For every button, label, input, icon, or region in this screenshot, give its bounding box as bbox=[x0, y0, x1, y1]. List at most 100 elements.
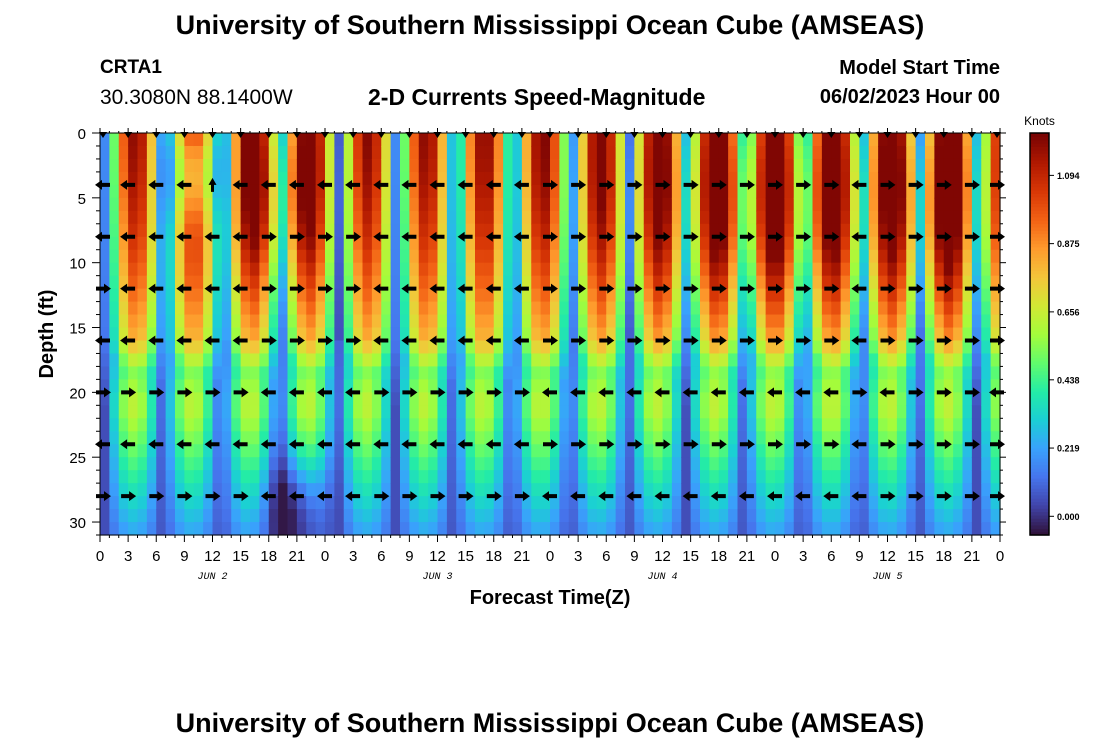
heatmap-cell bbox=[540, 301, 551, 316]
heatmap-cell bbox=[540, 249, 551, 264]
heatmap-cell bbox=[962, 275, 973, 290]
heatmap-cell bbox=[728, 509, 739, 523]
current-arrow bbox=[571, 283, 587, 294]
heatmap-cell bbox=[437, 340, 448, 355]
current-arrow bbox=[571, 179, 587, 190]
heatmap-cell bbox=[943, 457, 954, 471]
heatmap-cell bbox=[906, 184, 917, 199]
colorbar-segment bbox=[1030, 313, 1049, 318]
heatmap-cell bbox=[878, 275, 889, 290]
heatmap-cell bbox=[503, 496, 514, 510]
heatmap-cell bbox=[531, 444, 542, 458]
arrow-glyph bbox=[880, 179, 896, 190]
heatmap-cell bbox=[296, 275, 307, 290]
heatmap-cell bbox=[390, 210, 401, 225]
heatmap-cell bbox=[353, 210, 364, 225]
heatmap-cell bbox=[587, 133, 598, 147]
arrow-glyph bbox=[683, 231, 699, 242]
heatmap-cell bbox=[746, 496, 757, 510]
heatmap-cell bbox=[521, 223, 532, 238]
heatmap-cell bbox=[325, 509, 335, 523]
heatmap-cell bbox=[831, 522, 842, 536]
heatmap-cell bbox=[587, 457, 598, 471]
heatmap-cell bbox=[456, 444, 467, 458]
heatmap-cell bbox=[531, 366, 542, 380]
heatmap-cell bbox=[700, 353, 710, 368]
heatmap-cell bbox=[606, 327, 617, 342]
colorbar-segment bbox=[1030, 143, 1049, 147]
heatmap-cell bbox=[821, 509, 832, 523]
heatmap-cell bbox=[859, 236, 870, 251]
heatmap-cell bbox=[287, 197, 298, 212]
heatmap-cell bbox=[343, 431, 354, 445]
heatmap-cell bbox=[156, 431, 167, 445]
heatmap-cell bbox=[671, 301, 682, 316]
heatmap-cell bbox=[793, 133, 804, 147]
heatmap-cell bbox=[728, 133, 739, 147]
current-arrow bbox=[654, 491, 670, 502]
heatmap-cell bbox=[146, 288, 157, 303]
heatmap-cell bbox=[475, 470, 485, 484]
heatmap-cell bbox=[250, 236, 260, 251]
heatmap-cell bbox=[915, 275, 926, 290]
heatmap-cell bbox=[925, 262, 935, 277]
heatmap-cell bbox=[671, 509, 682, 523]
heatmap-cell bbox=[943, 262, 954, 277]
heatmap-cell bbox=[896, 444, 907, 458]
heatmap-cell bbox=[596, 509, 607, 523]
heatmap-cell bbox=[681, 236, 692, 251]
heatmap-cell bbox=[662, 171, 673, 186]
heatmap-cell bbox=[165, 197, 176, 212]
arrow-glyph bbox=[964, 283, 980, 294]
heatmap-cell bbox=[878, 314, 889, 329]
heatmap-cell bbox=[512, 197, 523, 212]
heatmap-cell bbox=[821, 431, 832, 445]
heatmap-cell bbox=[953, 379, 964, 393]
model-start-label: Model Start Time bbox=[839, 57, 1000, 79]
colorbar-segment bbox=[1030, 223, 1049, 228]
heatmap-cell bbox=[671, 353, 682, 368]
heatmap-cell bbox=[568, 522, 579, 536]
heatmap-cell bbox=[437, 353, 448, 368]
heatmap-cell bbox=[371, 184, 382, 199]
heatmap-cell bbox=[512, 327, 523, 342]
arrow-glyph bbox=[989, 387, 1004, 398]
arrow-glyph bbox=[880, 439, 896, 450]
heatmap-cell bbox=[484, 392, 495, 406]
heatmap-cell bbox=[840, 158, 851, 173]
heatmap-cell bbox=[831, 223, 842, 238]
current-arrow bbox=[939, 132, 948, 138]
current-arrow bbox=[768, 439, 783, 450]
heatmap-cell bbox=[925, 392, 935, 406]
heatmap-cell bbox=[456, 353, 467, 368]
heatmap-cell bbox=[550, 509, 560, 523]
heatmap-cell bbox=[437, 197, 448, 212]
colorbar-segment bbox=[1030, 173, 1049, 178]
heatmap-cell bbox=[850, 145, 860, 160]
day-label: JUN 4 bbox=[647, 572, 677, 583]
current-arrow bbox=[374, 491, 390, 502]
heatmap-cell bbox=[840, 262, 851, 277]
arrow-glyph bbox=[349, 132, 358, 138]
arrow-glyph bbox=[851, 491, 867, 502]
heatmap-cell bbox=[709, 171, 720, 186]
arrow-glyph bbox=[96, 491, 111, 502]
colorbar-segment bbox=[1030, 166, 1049, 171]
heatmap-cell bbox=[540, 470, 551, 484]
heatmap-cell bbox=[559, 197, 570, 212]
heatmap-cell bbox=[278, 145, 289, 160]
heatmap-cell bbox=[456, 249, 467, 264]
heatmap-cell bbox=[184, 210, 195, 225]
heatmap-cell bbox=[934, 522, 945, 536]
x-tick-label: 12 bbox=[204, 548, 221, 565]
heatmap-cell bbox=[775, 133, 785, 147]
heatmap-cell bbox=[906, 171, 917, 186]
current-arrow bbox=[571, 439, 587, 450]
heatmap-cell bbox=[475, 184, 485, 199]
heatmap-cell bbox=[203, 353, 214, 368]
heatmap-cell bbox=[756, 314, 767, 329]
heatmap-cell bbox=[540, 366, 551, 380]
heatmap-cell bbox=[671, 431, 682, 445]
heatmap-cell bbox=[784, 522, 795, 536]
heatmap-cell bbox=[625, 210, 635, 225]
